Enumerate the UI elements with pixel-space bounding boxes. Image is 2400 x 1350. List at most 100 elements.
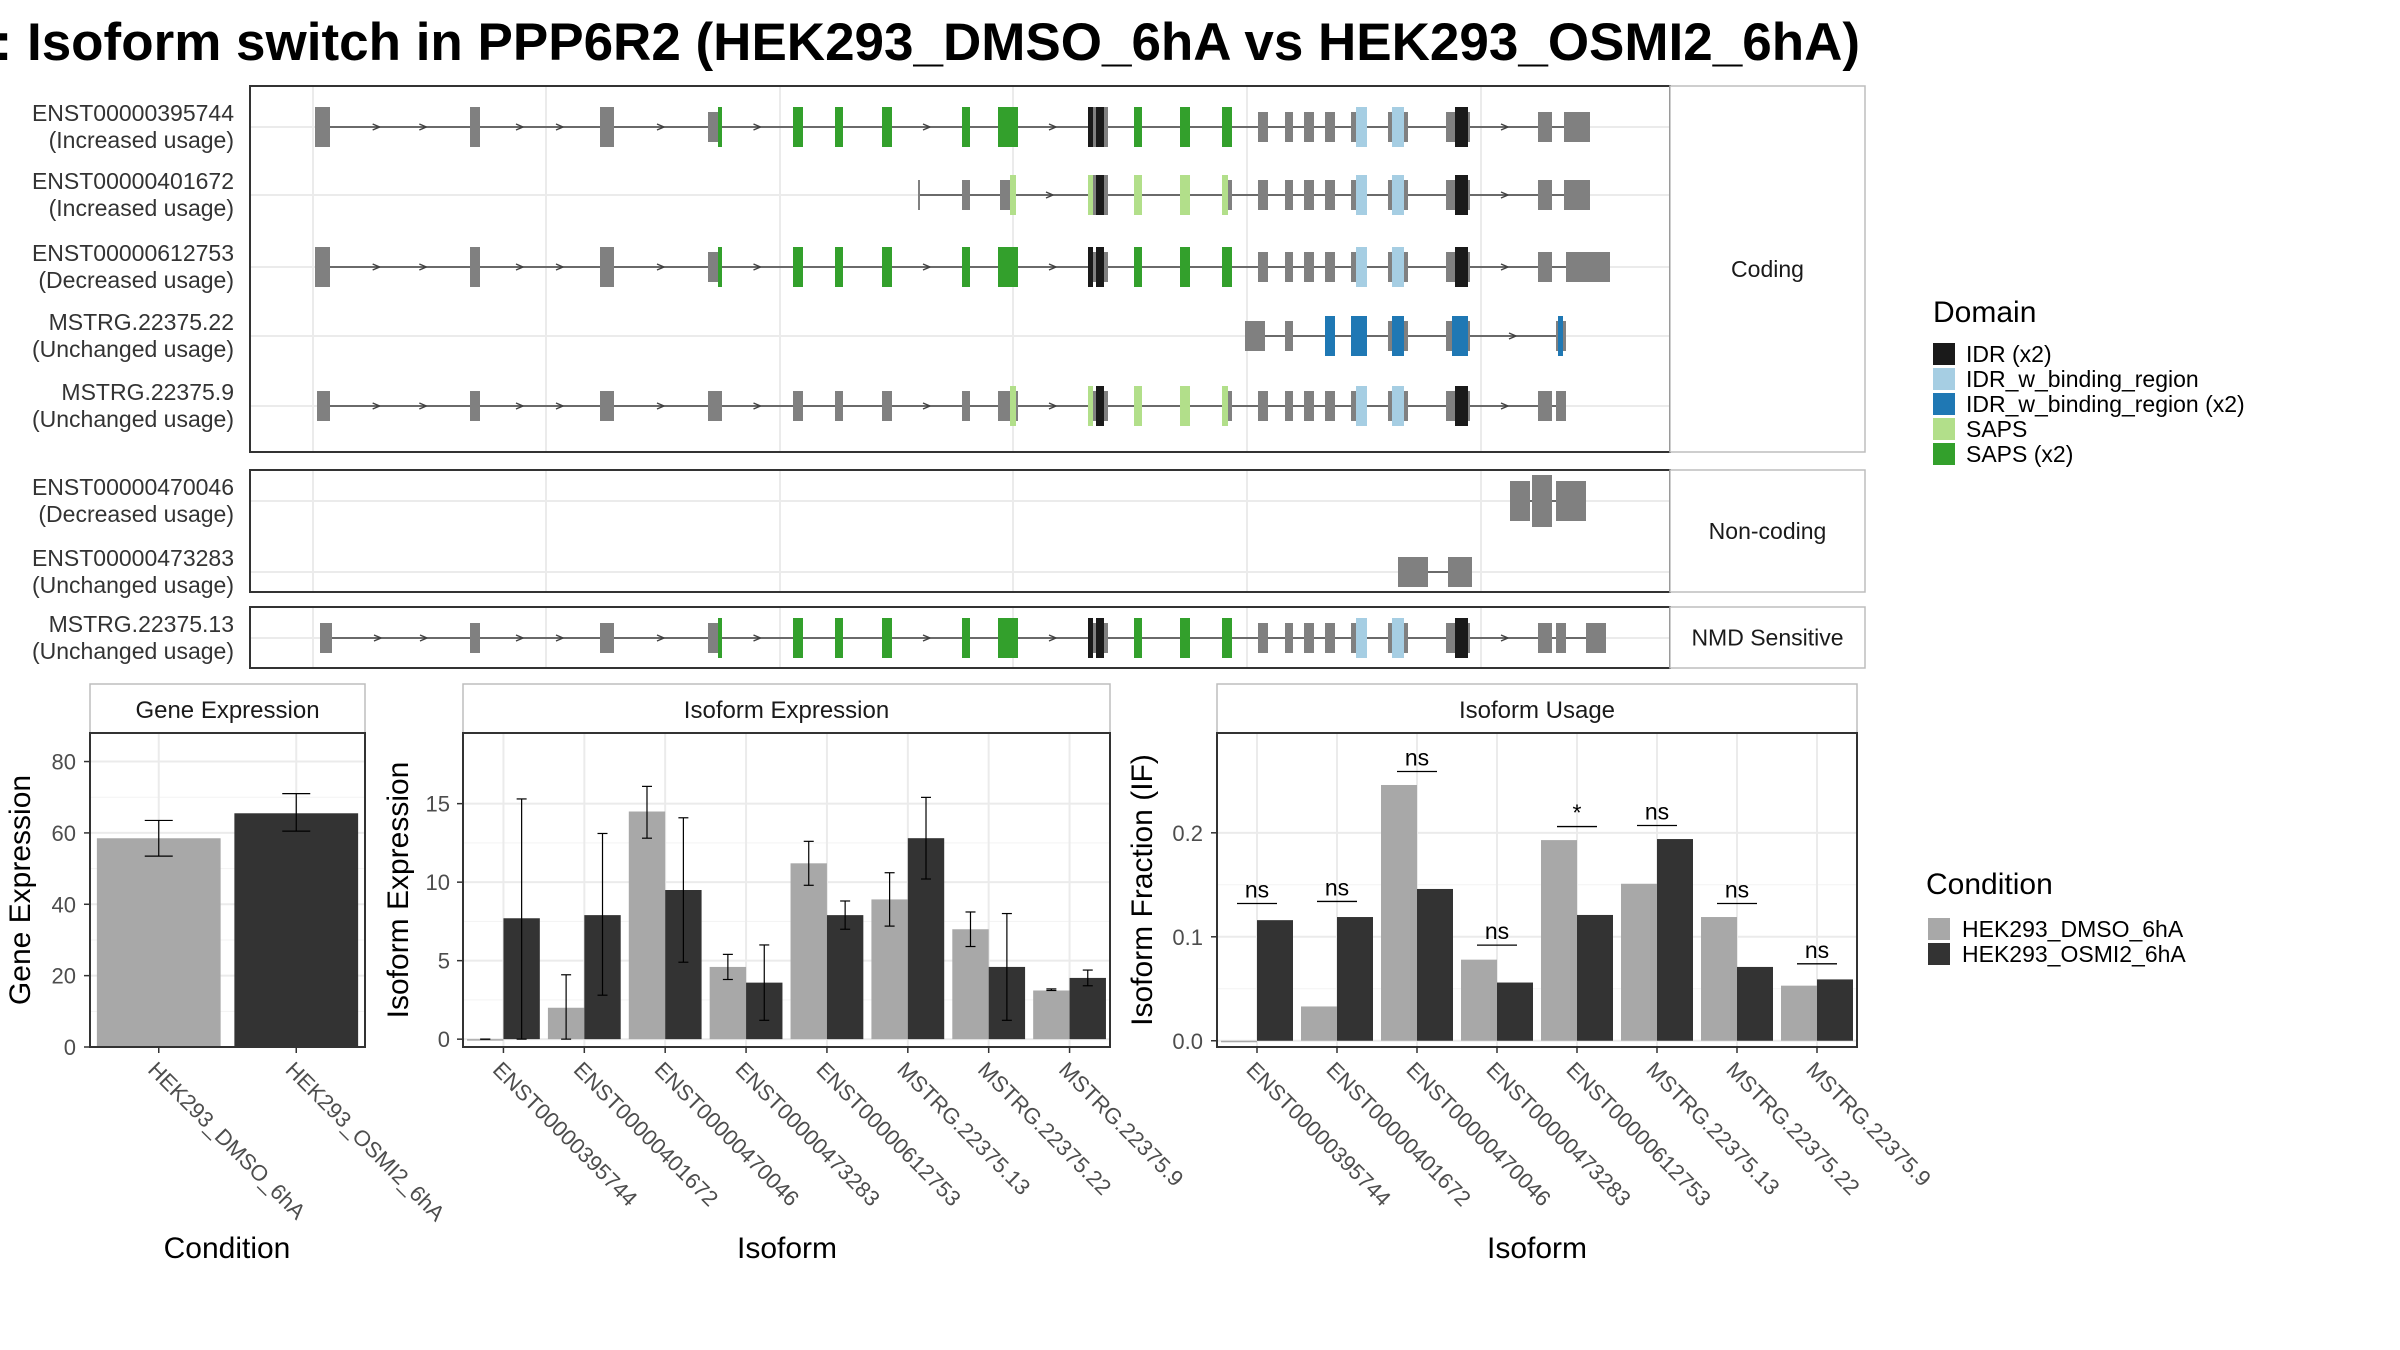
strand-arrow bbox=[419, 634, 429, 642]
transcript-usage-label: (Increased usage) bbox=[49, 195, 234, 221]
significance-label: ns bbox=[1485, 918, 1509, 944]
transcript-usage-label: (Increased usage) bbox=[49, 127, 234, 153]
x-tick-label: ENST00000470046 bbox=[1401, 1057, 1555, 1211]
transcript-id-label: MSTRG.22375.9 bbox=[61, 379, 234, 405]
domain-block bbox=[793, 107, 803, 147]
x-tick-label: ENST00000401672 bbox=[1321, 1057, 1475, 1211]
exon-block bbox=[1258, 623, 1268, 653]
strand-arrow bbox=[372, 263, 382, 271]
domain-block bbox=[1455, 618, 1468, 658]
domain-legend-title: Domain bbox=[1933, 296, 2036, 329]
y-tick-label: 40 bbox=[52, 892, 76, 917]
exon-block bbox=[1325, 391, 1335, 421]
strand-arrow bbox=[515, 123, 525, 131]
domain-block bbox=[1452, 316, 1468, 356]
domain-legend-key bbox=[1933, 368, 1955, 390]
domain-block bbox=[1392, 386, 1404, 426]
domain-block bbox=[1356, 386, 1367, 426]
exon-block bbox=[1285, 112, 1293, 142]
domain-legend-label: IDR_w_binding_region bbox=[1966, 366, 2199, 392]
exon-block bbox=[1556, 391, 1566, 421]
group-strip bbox=[1669, 469, 1866, 593]
domain-block bbox=[1134, 618, 1142, 658]
domain-block bbox=[835, 107, 843, 147]
chart-strip bbox=[462, 683, 1111, 734]
strand-arrow bbox=[555, 263, 565, 271]
exon-block bbox=[1532, 475, 1552, 527]
domain-block bbox=[793, 618, 803, 658]
exon-block bbox=[1245, 321, 1265, 351]
strand-arrow bbox=[1048, 634, 1058, 642]
domain-legend-label: SAPS bbox=[1966, 416, 2027, 442]
x-tick-label: HEK293_DMSO_6hA bbox=[143, 1057, 311, 1225]
domain-block bbox=[1096, 107, 1104, 147]
domain-block bbox=[1222, 247, 1232, 287]
plot-title-text: Switch Plot: Isoform switch in PPP6R2 (H… bbox=[0, 13, 1860, 72]
domain-block bbox=[962, 107, 970, 147]
x-axis-label: Isoform bbox=[737, 1232, 837, 1265]
exon-block bbox=[1304, 623, 1314, 653]
exon-block bbox=[1556, 623, 1566, 653]
exon-block bbox=[1538, 391, 1550, 421]
strand-arrow bbox=[1045, 191, 1055, 199]
domain-block bbox=[1325, 316, 1335, 356]
domain-legend-label: IDR (x2) bbox=[1966, 341, 2052, 367]
strand-arrow bbox=[1500, 402, 1510, 410]
bar bbox=[1541, 840, 1577, 1041]
exon-block bbox=[600, 247, 614, 287]
x-axis-label: Isoform bbox=[1487, 1232, 1587, 1265]
y-tick-label: 0.1 bbox=[1172, 925, 1203, 950]
transcript-panel-1: Non-coding ENST00000470046(Decreased usag… bbox=[32, 469, 1866, 598]
exon-block bbox=[1566, 252, 1610, 282]
group-strip bbox=[1669, 606, 1866, 669]
condition-legend-title: Condition bbox=[1926, 868, 2053, 901]
x-tick-label: ENST00000612753 bbox=[811, 1057, 965, 1211]
domain-block bbox=[1392, 247, 1404, 287]
strand-arrow bbox=[1048, 123, 1058, 131]
domain-block bbox=[1010, 386, 1016, 426]
exon-block bbox=[600, 107, 614, 147]
domain-block bbox=[1088, 386, 1093, 426]
strand-arrow bbox=[922, 634, 932, 642]
domain-block bbox=[1088, 175, 1093, 215]
x-tick-label: ENST00000395744 bbox=[1241, 1057, 1395, 1211]
bar bbox=[1577, 914, 1613, 1041]
domain-block bbox=[718, 247, 722, 287]
exon-block bbox=[1325, 180, 1335, 210]
strand-arrow bbox=[515, 263, 525, 271]
domain-block bbox=[1180, 175, 1190, 215]
x-tick-label: MSTRG.22375.22 bbox=[973, 1057, 1116, 1200]
bar bbox=[1033, 990, 1070, 1040]
bar bbox=[1701, 917, 1737, 1041]
bar bbox=[1337, 917, 1373, 1041]
exon-block bbox=[962, 391, 970, 421]
chart-strip-label: Gene Expression bbox=[135, 697, 319, 724]
domain-block bbox=[1222, 175, 1228, 215]
strand-arrow bbox=[373, 634, 383, 642]
significance-label: ns bbox=[1405, 744, 1429, 770]
domain-block bbox=[1558, 316, 1563, 356]
bar bbox=[1737, 966, 1773, 1041]
y-tick-label: 15 bbox=[426, 792, 450, 817]
x-tick-label: MSTRG.22375.13 bbox=[1641, 1057, 1784, 1200]
strand-arrow bbox=[922, 263, 932, 271]
significance-label: ns bbox=[1325, 874, 1349, 900]
bar bbox=[467, 1039, 504, 1041]
x-tick-label: ENST00000612753 bbox=[1561, 1057, 1715, 1211]
transcript-id-label: ENST00000470046 bbox=[32, 474, 234, 500]
exon-block bbox=[1510, 481, 1530, 521]
exon-block bbox=[835, 391, 843, 421]
bar bbox=[1781, 985, 1817, 1041]
domain-block bbox=[1392, 107, 1404, 147]
exon-block bbox=[1258, 112, 1268, 142]
domain-block bbox=[1096, 175, 1104, 215]
domain-block bbox=[998, 618, 1018, 658]
exon-block bbox=[1325, 252, 1335, 282]
domain-block bbox=[1134, 386, 1142, 426]
transcript-usage-label: (Unchanged usage) bbox=[32, 572, 234, 598]
strand-arrow bbox=[372, 123, 382, 131]
domain-block bbox=[1180, 107, 1190, 147]
y-tick-label: 10 bbox=[426, 870, 450, 895]
plot-title: Switch Plot: Isoform switch in PPP6R2 (H… bbox=[0, 8, 1860, 78]
domain-block bbox=[1455, 386, 1468, 426]
